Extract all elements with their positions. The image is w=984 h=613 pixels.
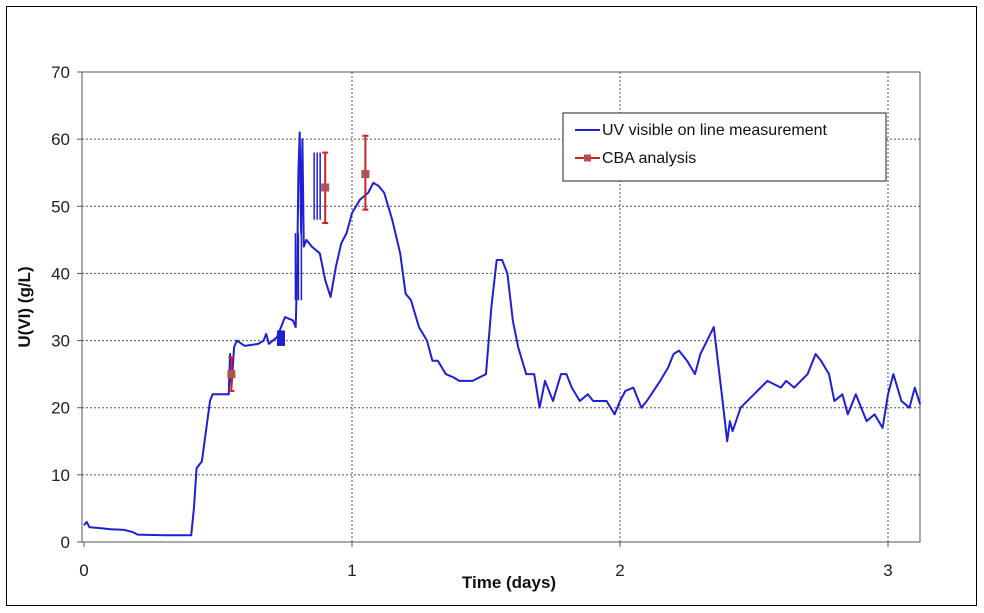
y-tick-label: 40 [51, 264, 70, 283]
x-tick-label: 0 [79, 561, 88, 580]
x-tick-label: 2 [615, 561, 624, 580]
legend-label-cba: CBA analysis [602, 150, 696, 167]
x-axis-title: Time (days) [462, 573, 556, 592]
x-tick-label: 1 [347, 561, 356, 580]
y-tick-label: 60 [51, 130, 70, 149]
cba-point [361, 170, 370, 179]
uv-noise-block [276, 330, 285, 346]
y-tick-label: 10 [51, 466, 70, 485]
y-tick-label: 50 [51, 197, 70, 216]
x-tick-label: 3 [883, 561, 892, 580]
y-tick-label: 70 [51, 63, 70, 82]
y-tick-label: 0 [61, 533, 70, 552]
y-tick-label: 20 [51, 399, 70, 418]
y-tick-label: 30 [51, 332, 70, 351]
plot-area [81, 71, 921, 543]
cba-point [227, 370, 236, 379]
y-axis-title: U(VI) (g/L) [15, 266, 34, 347]
cba-point [321, 183, 330, 192]
uv-visible-series-line [83, 131, 922, 537]
legend-label-uv: UV visible on line measurement [602, 122, 828, 139]
legend-marker-cba [584, 154, 591, 162]
legend-box [562, 112, 887, 182]
